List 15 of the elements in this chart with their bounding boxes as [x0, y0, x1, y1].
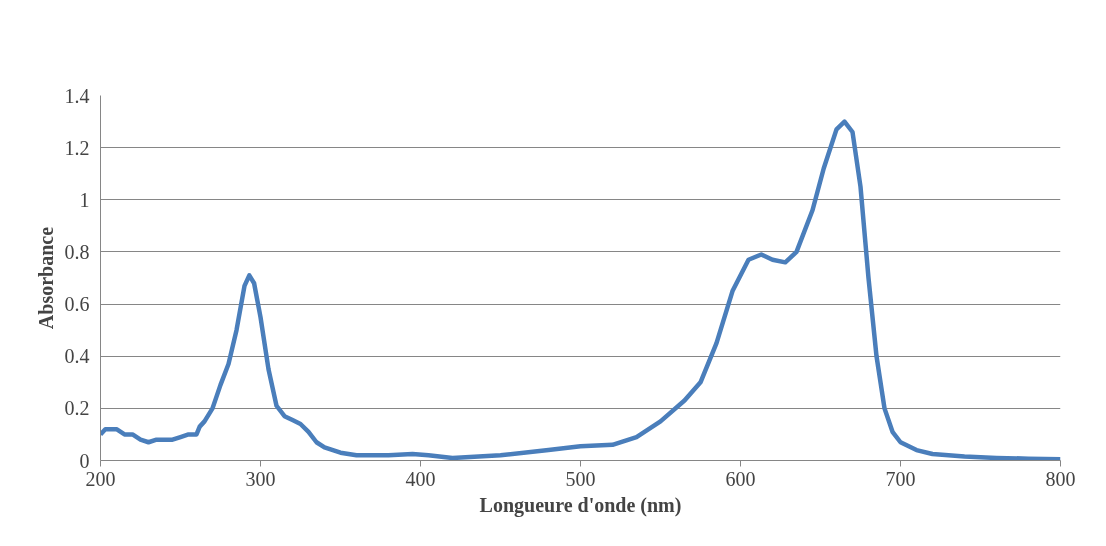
- x-axis-title: Longueure d'onde (nm): [479, 493, 682, 517]
- y-tick-label: 0.8: [64, 240, 90, 263]
- y-tick-label: 0.4: [64, 345, 90, 368]
- y-axis-title: Absorbance: [34, 226, 57, 330]
- x-tick-label: 800: [1045, 467, 1076, 490]
- y-tick-label: 1.2: [64, 136, 90, 159]
- y-tick-label: 0.2: [64, 397, 90, 420]
- x-tick-label: 700: [885, 467, 916, 490]
- x-tick-label: 600: [725, 467, 756, 490]
- x-tick-label: 500: [565, 467, 596, 490]
- x-tick-label: 300: [245, 467, 276, 490]
- x-tick-label: 400: [405, 467, 436, 490]
- y-tick-label: 1: [79, 188, 90, 211]
- y-tick-label: 0.6: [64, 293, 90, 316]
- y-tick-label: 1.4: [64, 84, 90, 107]
